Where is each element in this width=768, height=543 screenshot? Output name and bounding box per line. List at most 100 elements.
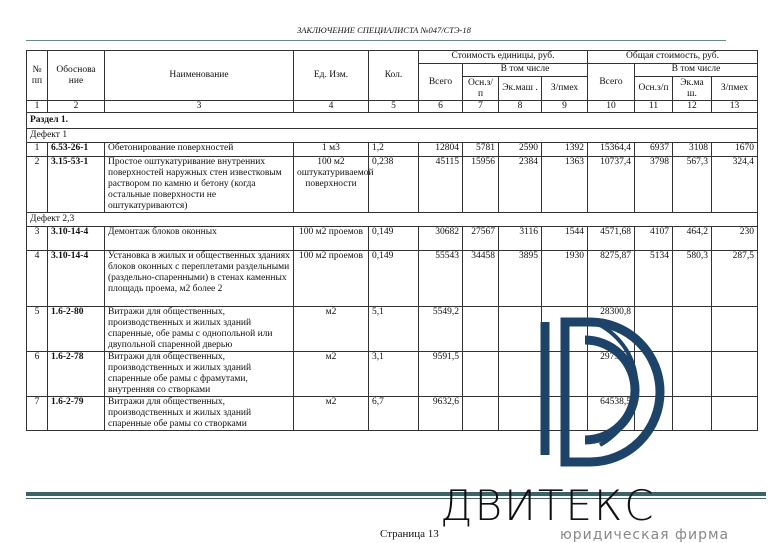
total-zp: 287,5 <box>710 250 759 307</box>
table-row: 2 3.15-53-1 Простое оштукатуривание внутре… <box>26 156 759 213</box>
footer-divider <box>26 492 766 496</box>
column-number: 11 <box>634 100 673 113</box>
table-row: 4 3.10-14-4 Установка в жилых и общественн… <box>26 250 759 307</box>
quantity: 1,2 <box>368 142 419 157</box>
unit: м2 <box>293 351 369 397</box>
unit-ek: 2590 <box>498 142 542 157</box>
unit-ek <box>498 396 542 431</box>
column-number: 12 <box>672 100 712 113</box>
basis-code: 6.53-26-1 <box>47 142 105 157</box>
section-row: Раздел 1. <box>25 112 759 129</box>
total-zp <box>710 351 759 397</box>
unit-zp: 1930 <box>541 250 588 307</box>
total-osn-header: Осн.з/п <box>634 76 673 101</box>
unit-incl-header: В том числе <box>462 63 588 77</box>
column-number: 4 <box>293 100 369 113</box>
total-osn: 3798 <box>634 156 673 213</box>
total-osn <box>634 351 673 397</box>
column-number: 1 <box>26 100 48 113</box>
unit-ek: 3895 <box>498 250 542 307</box>
unit-zp-header: З/пмех <box>541 76 588 101</box>
total-zp: 230 <box>710 226 759 251</box>
basis-code: 1.6-2-79 <box>47 396 105 431</box>
quantity: 6,7 <box>368 396 419 431</box>
item-name: Витражи для общественных, производственн… <box>104 306 294 352</box>
item-name: Простое оштукатуривание внутренних повер… <box>104 156 294 213</box>
unit-osn: 5781 <box>462 142 499 157</box>
basis-code: 1.6-2-80 <box>47 306 105 352</box>
unit-total: 5549,2 <box>418 306 463 352</box>
col-basis-header: Обоснова ние <box>47 50 105 101</box>
total: 29733,7 <box>587 351 635 397</box>
total-zp <box>710 396 759 431</box>
row-number: 1 <box>26 142 48 157</box>
total-ek <box>672 351 712 397</box>
total-osn: 6937 <box>634 142 673 157</box>
unit-zp: 1544 <box>541 226 588 251</box>
basis-code: 3.15-53-1 <box>47 156 105 213</box>
unit-zp: 1392 <box>541 142 588 157</box>
item-name: Обетонирование поверхностей <box>104 142 294 157</box>
table-row: 7 1.6-2-79 Витражи для общественных, произ… <box>26 396 759 431</box>
unit-cost-header: Стоимость единицы, руб. <box>418 50 588 64</box>
unit-osn: 15956 <box>462 156 499 213</box>
unit-total: 30682 <box>418 226 463 251</box>
col-unit-header: Ед. Изм. <box>293 50 369 101</box>
unit-osn <box>462 396 499 431</box>
row-number: 5 <box>26 306 48 352</box>
basis-code: 1.6-2-78 <box>47 351 105 397</box>
column-number: 5 <box>368 100 419 113</box>
table-row: 3 3.10-14-4 Демонтаж блоков оконных 100 м2 … <box>26 226 759 251</box>
unit: 1 м3 <box>293 142 369 157</box>
document-header: ЗАКЛЮЧЕНИЕ СПЕЦИАЛИСТА №047/СТЭ-18 <box>297 25 471 35</box>
row-number: 7 <box>26 396 48 431</box>
basis-code: 3.10-14-4 <box>47 250 105 307</box>
total-all-header: Всего <box>587 63 635 101</box>
column-number: 9 <box>541 100 588 113</box>
total: 15364,4 <box>587 142 635 157</box>
header-divider <box>26 40 726 41</box>
total: 10737,4 <box>587 156 635 213</box>
total-ek: 3108 <box>672 142 712 157</box>
unit: м2 <box>293 396 369 431</box>
item-name: Установка в жилых и общественных зданиях… <box>104 250 294 307</box>
unit-total: 12804 <box>418 142 463 157</box>
column-number: 6 <box>418 100 463 113</box>
quantity: 3,1 <box>368 351 419 397</box>
quantity: 0,238 <box>368 156 419 213</box>
total-osn <box>634 306 673 352</box>
item-name: Витражи для общественных, производственн… <box>104 351 294 397</box>
unit-ek: 3116 <box>498 226 542 251</box>
unit: 100 м2 оштукатуриваемой поверхности <box>293 156 374 213</box>
unit-ek <box>498 306 542 352</box>
col-qty-header: Кол. <box>368 50 419 101</box>
total-zp-header: З/пмех <box>710 76 759 101</box>
total: 4571,68 <box>587 226 635 251</box>
column-numbers-row: 1 2 3 4 5 6 7 8 9 10 11 12 13 <box>26 100 759 113</box>
total-incl-header: В том числе <box>633 63 759 77</box>
quantity: 5,1 <box>368 306 419 352</box>
col-name-header: Наименование <box>104 50 294 101</box>
total: 28300,8 <box>587 306 635 352</box>
defect-row: Дефект 2,3 <box>25 212 759 227</box>
unit-total: 45115 <box>418 156 463 213</box>
column-number: 8 <box>498 100 542 113</box>
unit-zp: 1363 <box>541 156 588 213</box>
column-number: 2 <box>47 100 105 113</box>
column-number: 3 <box>104 100 294 113</box>
unit-total: 9591,5 <box>418 351 463 397</box>
total-ek-header: Эк.ма ш. <box>672 76 712 101</box>
total-zp: 324,4 <box>710 156 759 213</box>
row-number: 3 <box>26 226 48 251</box>
total-osn: 4107 <box>634 226 673 251</box>
total-cost-header: Общая стоимость, руб. <box>586 50 759 64</box>
total-zp: 1670 <box>710 142 759 157</box>
table-row: 1 6.53-26-1 Обетонирование поверхностей 1 м… <box>26 142 759 157</box>
logo-subtitle: юридическая фирма <box>560 527 730 543</box>
total-zp <box>710 306 759 352</box>
quantity: 0,149 <box>368 250 419 307</box>
unit-ek <box>498 351 542 397</box>
unit-osn <box>462 306 499 352</box>
unit: 100 м2 проемов <box>293 226 369 251</box>
total-ek: 580,3 <box>672 250 712 307</box>
